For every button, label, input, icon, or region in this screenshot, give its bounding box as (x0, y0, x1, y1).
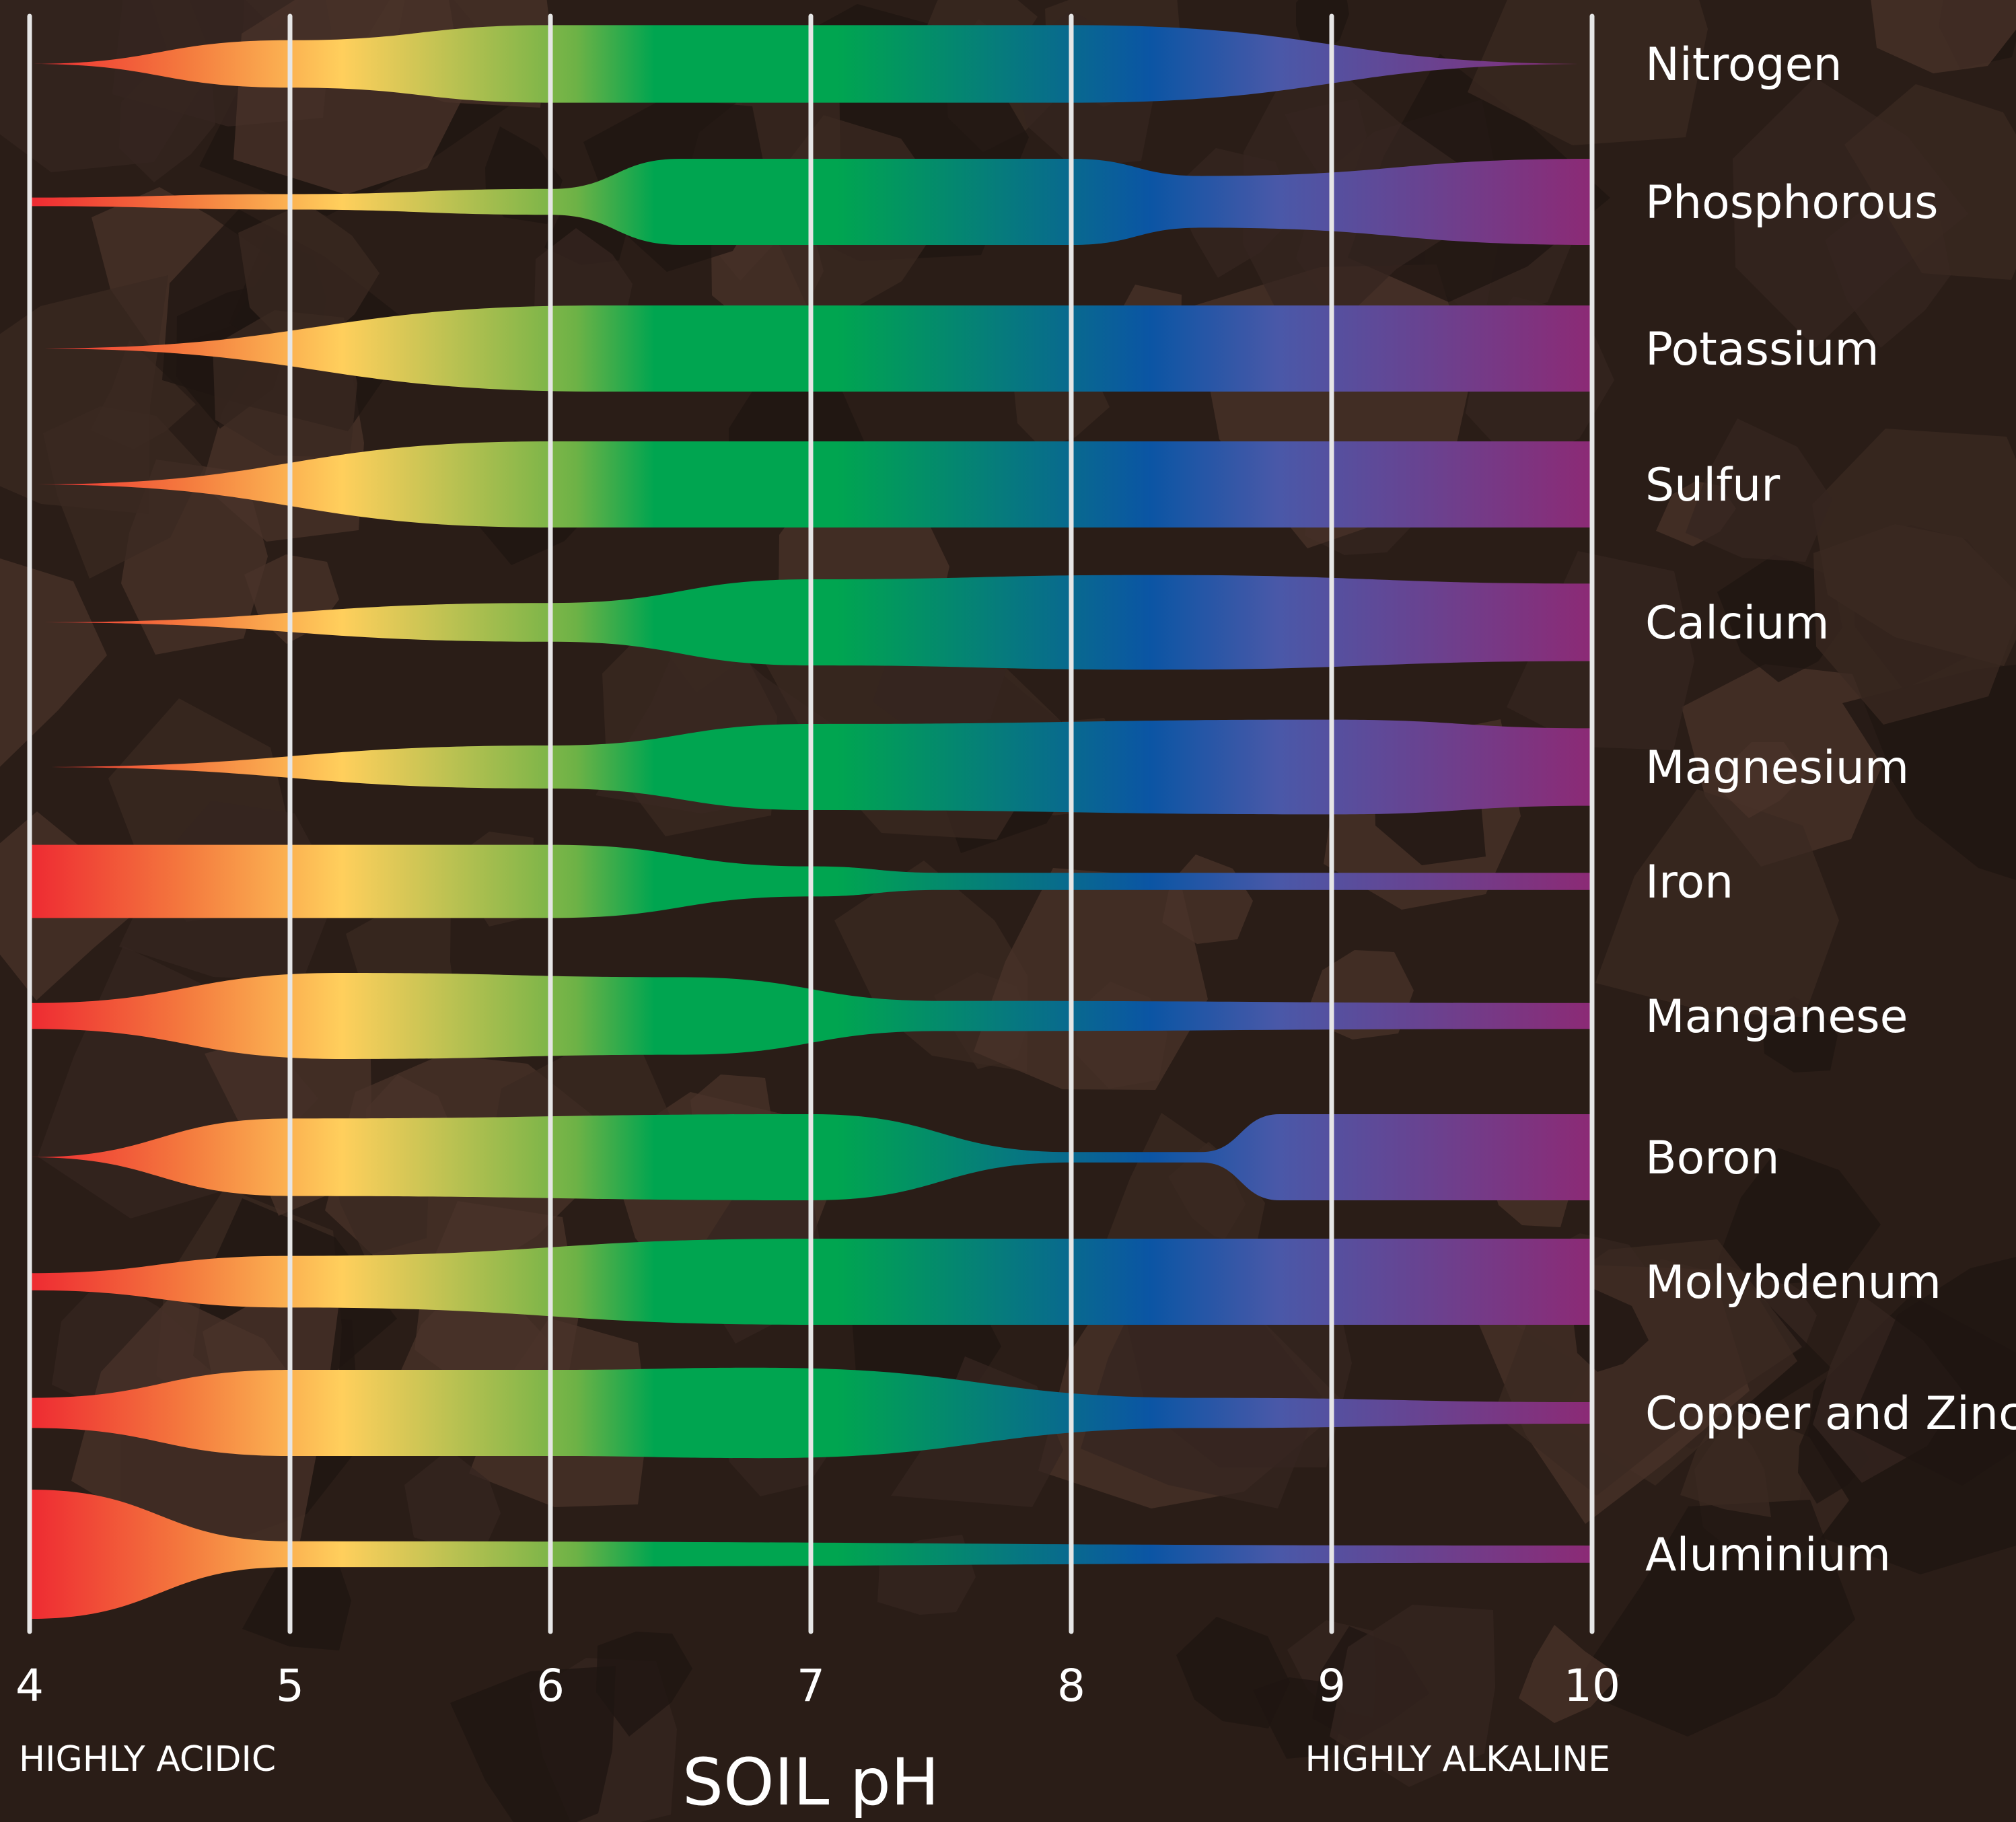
camouflage-blob (1595, 789, 1839, 1017)
camouflage-blob (1680, 1412, 1771, 1517)
x-axis-title: SOIL pH (682, 1745, 939, 1820)
camouflage-blob (596, 1632, 692, 1737)
camouflage-blob (1844, 84, 2016, 280)
camouflage-blob (1168, 1142, 1265, 1246)
camouflage-blob (1813, 524, 2016, 725)
label-manganese: Manganese (1645, 990, 1908, 1044)
camouflage-blob (1507, 551, 1694, 750)
highly-alkaline-label: HIGHLY ALKALINE (1305, 1739, 1610, 1780)
tick-label-8: 8 (1057, 1660, 1085, 1712)
label-molybdenum: Molybdenum (1645, 1256, 1941, 1309)
label-potassium: Potassium (1645, 323, 1879, 376)
label-boron: Boron (1645, 1132, 1779, 1185)
label-phosphorous: Phosphorous (1645, 176, 1939, 229)
nutrient-labels: Nitrogen Phosphorous Potassium Sulfur Calciu… (1645, 38, 2016, 1582)
tick-label-7: 7 (797, 1660, 825, 1712)
label-aluminium: Aluminium (1645, 1529, 1891, 1582)
label-magnesium: Magnesium (1645, 741, 1909, 795)
label-nitrogen: Nitrogen (1645, 38, 1842, 92)
camouflage-blob (0, 558, 107, 767)
highly-acidic-label: HIGHLY ACIDIC (19, 1739, 276, 1780)
camouflage-blob (1871, 0, 2016, 73)
tick-label-6: 6 (536, 1660, 565, 1712)
label-sulfur: Sulfur (1645, 459, 1780, 512)
camouflage-blob (1848, 1257, 2016, 1486)
camouflage-blob (1330, 1605, 1495, 1787)
camouflage-blob (1572, 1500, 1855, 1737)
tick-label-5: 5 (276, 1660, 304, 1712)
ph-gridlines (27, 13, 1595, 1634)
x-axis-ticks: 4 5 6 7 8 9 10 (15, 1660, 1620, 1712)
camouflage-blob (1176, 1617, 1290, 1728)
camouflage-blob (1717, 1148, 1881, 1284)
label-calcium: Calcium (1645, 597, 1830, 650)
camouflage-blob (1468, 0, 1708, 145)
camouflage-blob (0, 0, 215, 172)
camouflage-blob (0, 275, 168, 514)
camouflage-blob (1519, 1625, 1620, 1723)
label-iron: Iron (1645, 856, 1733, 909)
camouflage-blob (1798, 1408, 1869, 1504)
label-copper-and-zinc: Copper and Zinc (1645, 1387, 2016, 1441)
camouflage-blob (1686, 418, 1832, 562)
camouflage-blob (450, 1666, 616, 1822)
tick-label-9: 9 (1318, 1660, 1346, 1712)
camouflage-blob (404, 1449, 501, 1549)
camouflage-blob (974, 868, 1208, 1090)
camouflage-blob (1722, 742, 1806, 818)
camouflage-blob (1717, 554, 1842, 682)
tick-label-4: 4 (15, 1660, 44, 1712)
camouflage-blob (242, 1547, 351, 1650)
tick-label-10: 10 (1564, 1660, 1620, 1712)
